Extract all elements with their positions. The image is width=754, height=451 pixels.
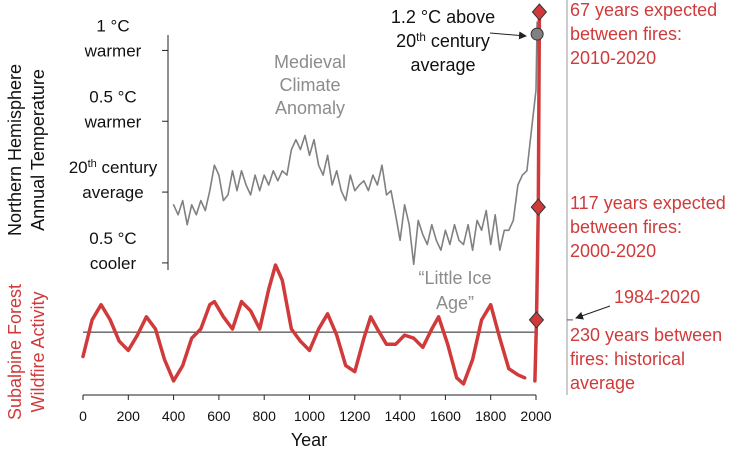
diamond-marker [528, 311, 545, 329]
reference-label: 230 years between fires: historical averag… [570, 325, 722, 393]
highlight-arrow [489, 31, 527, 40]
x-tick-label: 0 [79, 408, 87, 424]
y-tick-label: 0.5 °C warmer [84, 87, 142, 131]
x-tick-label: 1600 [430, 408, 461, 424]
diamond-marker [531, 3, 548, 21]
marker-label: 1984-2020 [614, 287, 700, 307]
y-tick-label: 0.5 °C cooler [89, 229, 136, 273]
x-tick-label: 1400 [385, 408, 416, 424]
marker-arrow [575, 305, 611, 320]
y-tick-label: 20th century average [69, 158, 158, 202]
x-tick-label: 600 [207, 408, 231, 424]
x-tick-label: 1000 [294, 408, 325, 424]
y2-axis-title: Subalpine Forest Wildfire Activity [5, 284, 48, 420]
y-tick-label: 1 °C warmer [84, 16, 142, 60]
annotation: “Little Ice Age” [418, 268, 491, 313]
x-tick-label: 800 [253, 408, 277, 424]
series-line [172, 21, 538, 266]
marker-label: 67 years expected between fires: 2010-2020 [570, 0, 717, 68]
annotation: Medieval Climate Anomaly [274, 52, 346, 118]
x-tick-label: 400 [162, 408, 186, 424]
x-tick-label: 200 [117, 408, 141, 424]
highlight-dot [530, 27, 544, 41]
x-tick-label: 1200 [339, 408, 370, 424]
x-tick-label: 2000 [520, 408, 551, 424]
series-line [533, 10, 542, 383]
marker-label: 117 years expected between fires: 2000-202… [570, 193, 726, 261]
y-axis-title: Northern Hemisphere Annual Temperature [5, 64, 48, 236]
diamond-marker [530, 198, 546, 216]
x-tick-label: 1800 [475, 408, 506, 424]
series-line [81, 263, 527, 386]
highlight-label: 1.2 °C above 20th century average [391, 7, 495, 75]
x-axis-title: Year [291, 430, 327, 450]
